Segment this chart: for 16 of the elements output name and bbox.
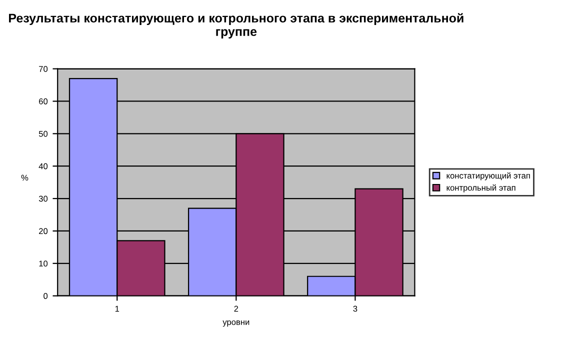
y-tick-label: 50 [38, 130, 48, 137]
x-tick-label: 1 [115, 306, 120, 312]
y-tick-label: 10 [39, 260, 48, 267]
legend-label: контрольный этап [446, 184, 516, 192]
y-tick-label: 30 [38, 196, 48, 202]
y-tick-label: 40 [38, 163, 48, 170]
y-axis-title: % [21, 174, 28, 181]
x-tick-label: 2 [234, 306, 238, 312]
legend-label: констатирующий этап [446, 172, 530, 180]
x-axis-title: уровни [222, 320, 250, 327]
x-tick-label: 3 [353, 306, 358, 312]
chart-title: Результаты констатирующего и котрольного этапа в экспериментальной группе [9, 13, 464, 38]
y-tick-label: 20 [39, 228, 48, 234]
y-tick-label: 60 [39, 98, 48, 104]
y-tick-label: 70 [39, 66, 48, 72]
y-tick-label: 0 [44, 293, 48, 299]
